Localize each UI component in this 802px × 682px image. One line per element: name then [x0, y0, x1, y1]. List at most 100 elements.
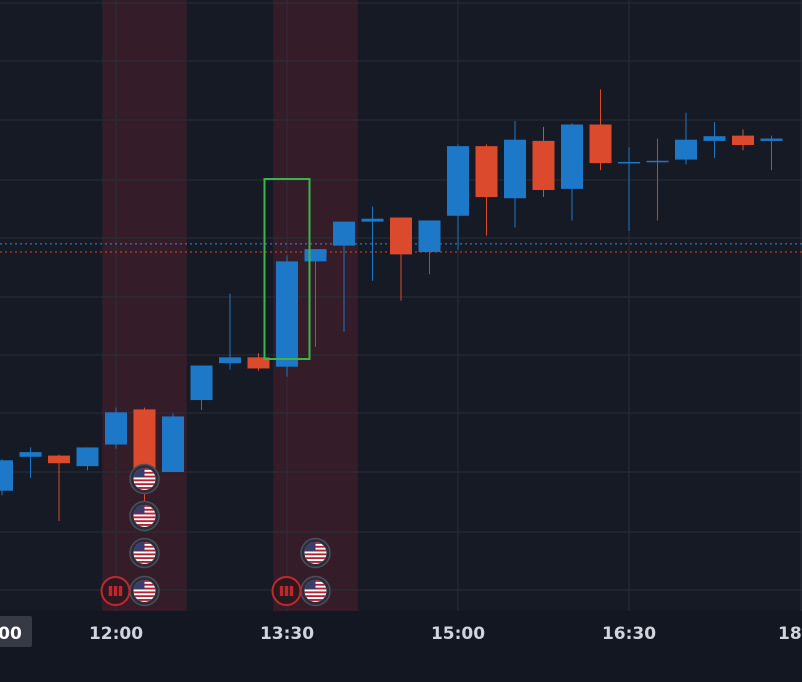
event-indicator-icon[interactable]: [271, 576, 302, 606]
candle[interactable]: [333, 221, 355, 332]
flag-stripe: [133, 483, 156, 486]
candle-body[interactable]: [247, 357, 270, 369]
candle[interactable]: [475, 144, 498, 236]
flag-canton: [304, 542, 316, 551]
flag-stripe: [133, 561, 156, 563]
flag-body: [304, 542, 327, 564]
candle-body[interactable]: [304, 249, 327, 262]
candle-body[interactable]: [219, 357, 241, 364]
indicator-bar: [113, 586, 118, 596]
us-flag-icon[interactable]: [300, 537, 331, 569]
flag-stripe: [133, 479, 156, 482]
candle[interactable]: [504, 121, 526, 228]
us-flag-icon[interactable]: [129, 463, 160, 495]
selected-candle-box[interactable]: [263, 178, 311, 360]
candle[interactable]: [418, 220, 441, 275]
event-indicator-icon[interactable]: [100, 576, 131, 606]
candle-body[interactable]: [48, 455, 70, 464]
candle-body[interactable]: [333, 221, 355, 246]
flag-stripe: [304, 591, 327, 594]
flag-stripe: [304, 553, 327, 556]
flag-canton: [304, 580, 316, 589]
candle-body[interactable]: [646, 160, 669, 163]
candle-body[interactable]: [589, 124, 612, 164]
flag-canton: [133, 505, 145, 514]
time-axis-tick-label: 12:00: [89, 624, 143, 644]
us-flag-icon[interactable]: [300, 575, 331, 607]
flag-stripe: [133, 591, 156, 594]
candle[interactable]: [675, 112, 697, 165]
candle[interactable]: [247, 353, 270, 371]
candle-body[interactable]: [475, 146, 498, 198]
candle-body[interactable]: [76, 447, 99, 467]
candle[interactable]: [361, 206, 384, 281]
candle-body[interactable]: [703, 136, 726, 141]
candle-body[interactable]: [105, 412, 127, 445]
flag-stripe: [133, 520, 156, 523]
candle[interactable]: [532, 126, 555, 198]
candle-body[interactable]: [190, 365, 213, 401]
candle[interactable]: [190, 365, 213, 410]
candle-body[interactable]: [760, 138, 783, 141]
candle[interactable]: [447, 144, 469, 250]
flag-stripe: [133, 487, 156, 489]
candle[interactable]: [219, 293, 241, 370]
us-flag-icon[interactable]: [129, 575, 160, 607]
candle-body[interactable]: [276, 261, 298, 367]
flag-body: [133, 580, 156, 602]
candle-body[interactable]: [504, 139, 526, 199]
candle-body[interactable]: [732, 135, 754, 145]
flag-stripe: [133, 595, 156, 598]
flag-stripe: [133, 557, 156, 560]
candle[interactable]: [561, 123, 583, 221]
indicator-bar: [284, 586, 289, 596]
candle-body[interactable]: [418, 220, 441, 253]
candle-body[interactable]: [675, 139, 697, 160]
time-axis-tick-label: 16:30: [602, 624, 656, 644]
flag-canton: [133, 468, 145, 477]
flag-stripe: [304, 561, 327, 563]
candle-body[interactable]: [19, 452, 42, 457]
candle[interactable]: [390, 217, 412, 301]
candle-body[interactable]: [447, 146, 469, 216]
candle-body[interactable]: [162, 416, 184, 472]
time-axis-area[interactable]: [0, 611, 802, 677]
flag-canton: [133, 580, 145, 589]
candle[interactable]: [703, 122, 726, 158]
candle[interactable]: [105, 407, 127, 449]
candle[interactable]: [589, 89, 612, 171]
flag-body: [133, 542, 156, 564]
candle[interactable]: [646, 138, 669, 221]
candle-body[interactable]: [361, 218, 384, 222]
flag-stripe: [133, 553, 156, 556]
flag-canton: [133, 542, 145, 551]
time-axis-tick-label: 13:30: [260, 624, 314, 644]
candle-body[interactable]: [133, 409, 156, 472]
flag-stripe: [133, 524, 156, 526]
flag-stripe: [304, 599, 327, 601]
candle[interactable]: [732, 129, 754, 151]
candle-body[interactable]: [390, 217, 412, 255]
candle[interactable]: [276, 255, 298, 377]
us-flag-icon[interactable]: [129, 500, 160, 532]
flag-body: [133, 505, 156, 527]
candle[interactable]: [760, 135, 783, 171]
indicator-bar: [289, 586, 294, 596]
candle-body[interactable]: [618, 161, 640, 164]
candle[interactable]: [162, 413, 184, 473]
indicator-bar: [108, 586, 113, 596]
candle[interactable]: [618, 147, 640, 231]
candle[interactable]: [76, 447, 99, 471]
candle[interactable]: [19, 447, 42, 478]
flag-stripe: [133, 516, 156, 519]
candle[interactable]: [0, 459, 13, 496]
candle-body[interactable]: [532, 140, 555, 191]
candle-body[interactable]: [0, 460, 13, 491]
candle[interactable]: [48, 454, 70, 522]
us-flag-icon[interactable]: [129, 537, 160, 569]
flag-stripe: [304, 595, 327, 598]
candle-body[interactable]: [561, 124, 583, 189]
flag-body: [133, 468, 156, 490]
